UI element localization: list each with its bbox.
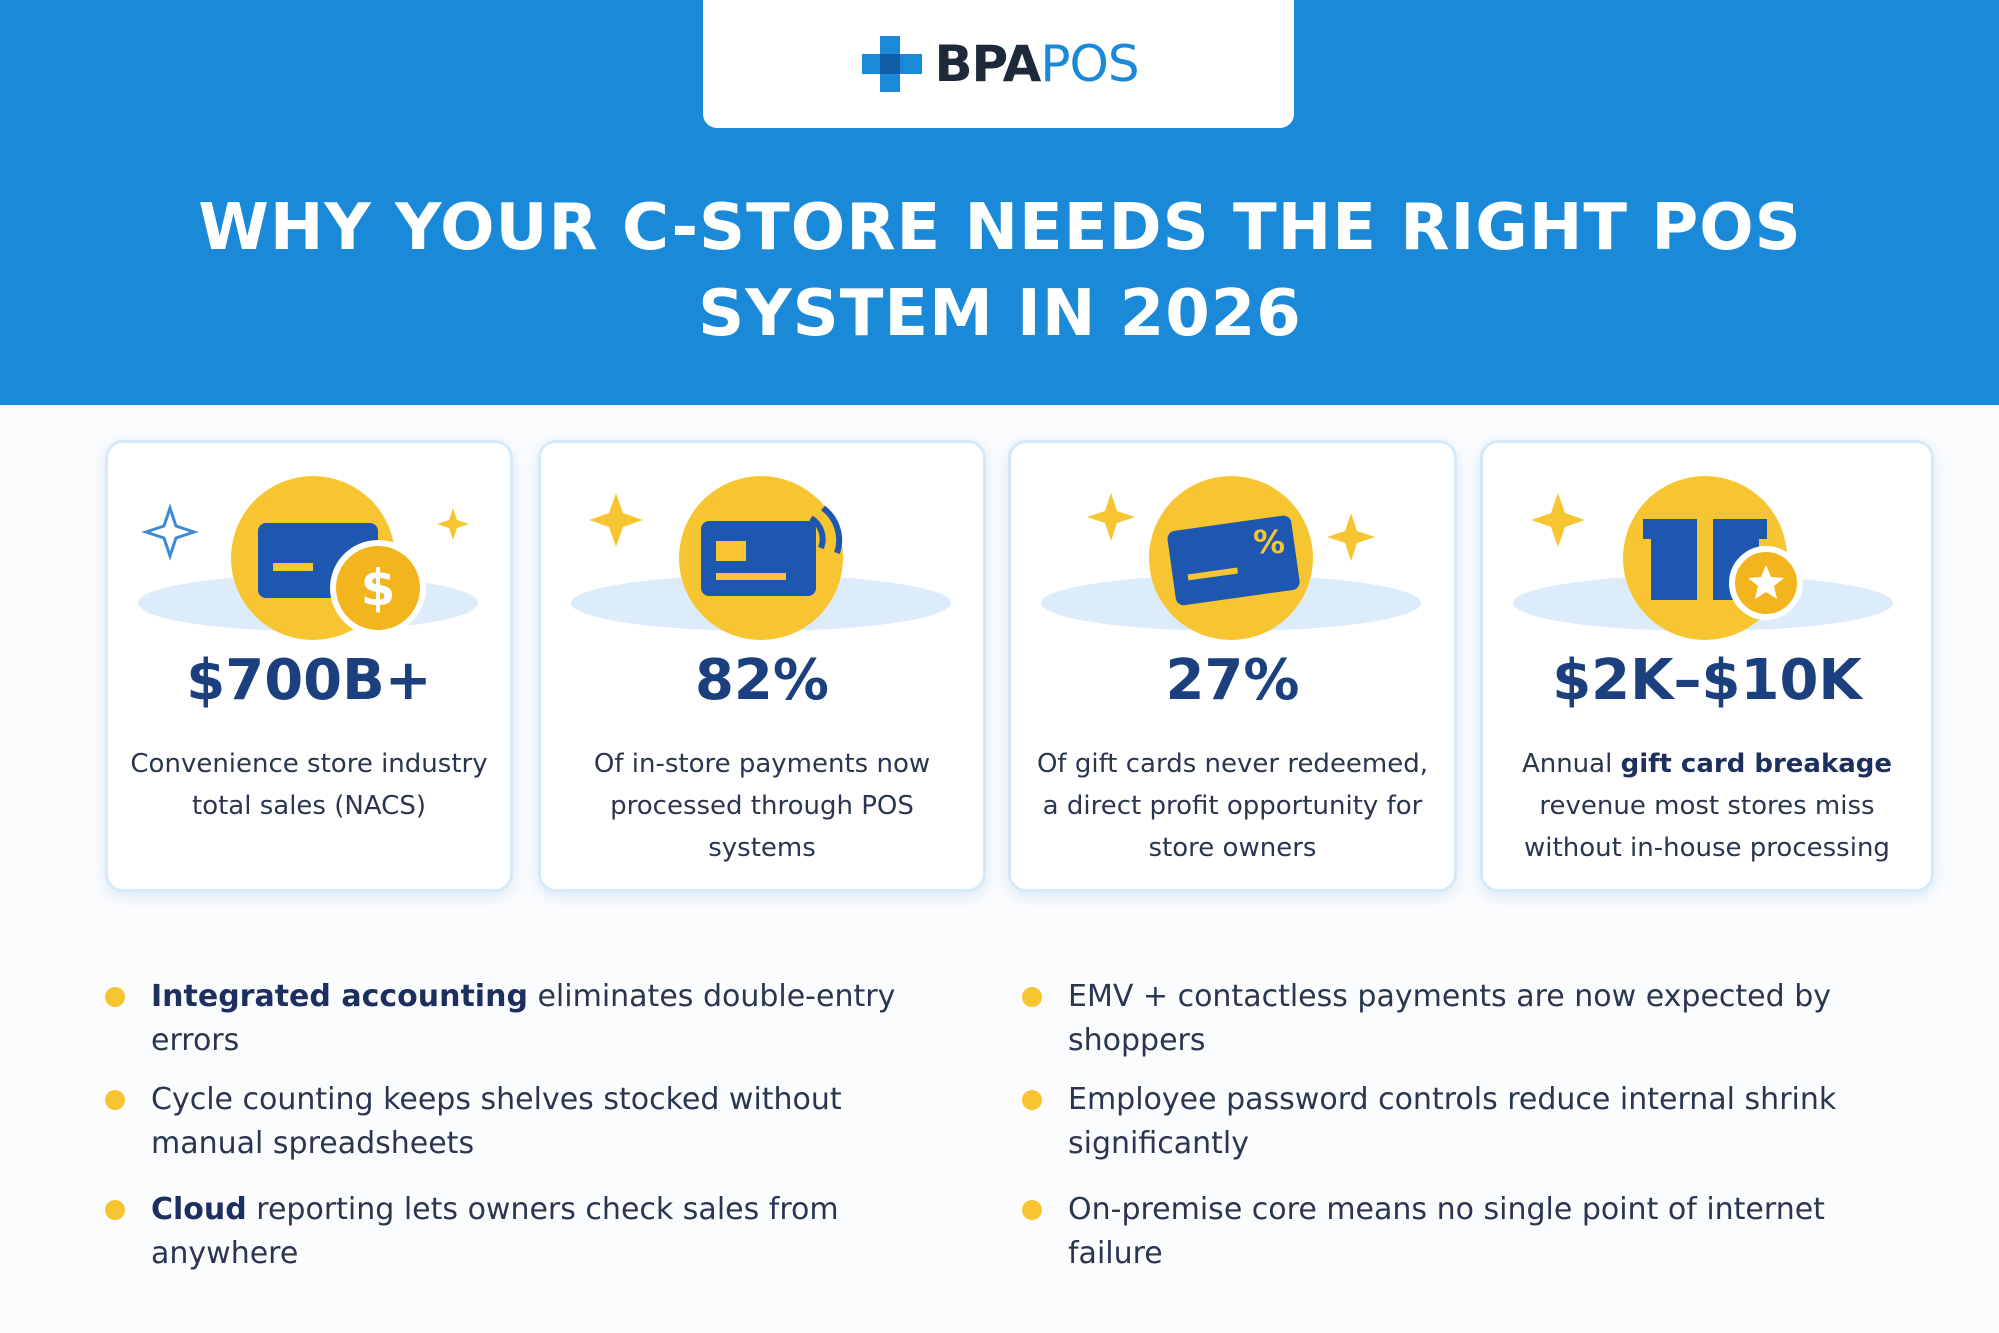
text: Convenience store industry total sales (… <box>130 749 488 821</box>
stat-value: 27% <box>1165 648 1300 713</box>
bullet-dot <box>1022 1200 1042 1220</box>
text: Annual <box>1521 749 1613 779</box>
bullet-dot <box>1022 987 1042 1007</box>
bullet: Employee password controls reduce intern… <box>1022 1078 1852 1166</box>
bullet: On-premise core means no single point of… <box>1022 1188 1852 1276</box>
logo-icon <box>862 36 923 92</box>
bold-text: Integrated accounting <box>151 979 528 1014</box>
stat-value: $700B+ <box>186 648 432 713</box>
bullet: Integrated accounting eliminates double-… <box>105 975 935 1063</box>
stat-description: Of in-store payments now processed throu… <box>559 743 965 869</box>
stat-card: % 27% Of gift cards never redeemed, a di… <box>1008 440 1457 892</box>
icon <box>1513 476 1893 640</box>
text: Of in-store payments now processed throu… <box>593 749 931 863</box>
text: EMV + contactless payments are now expec… <box>1068 979 1831 1058</box>
bullet-dot <box>1022 1090 1042 1110</box>
stat-description: Of gift cards never redeemed, a direct p… <box>1029 743 1436 869</box>
stat-card: $2K–$10K Annual gift card breakage reven… <box>1480 440 1934 892</box>
text: Of gift cards never redeemed, a direct p… <box>1036 749 1429 863</box>
logo-light: POS <box>1040 35 1139 93</box>
text: Employee password controls reduce intern… <box>1068 1082 1837 1161</box>
text: Cycle counting keeps shelves stocked wit… <box>151 1082 842 1161</box>
stat-description: Convenience store industry total sales (… <box>126 743 492 827</box>
bold-text: gift card breakage <box>1620 749 1893 779</box>
stat-value: 82% <box>694 648 830 713</box>
icon: % <box>1041 476 1421 640</box>
stat-card: $ $700B+ Convenience store industry tota… <box>105 440 513 892</box>
stat-description: Annual gift card breakage revenue most s… <box>1501 743 1913 869</box>
text: On-premise core means no single point of… <box>1068 1192 1825 1271</box>
text: eliminates double-entry errors <box>151 979 896 1058</box>
text: revenue most stores miss without in-hous… <box>1524 791 1890 863</box>
logo: BPAPOS <box>703 0 1294 128</box>
icon: $ <box>138 476 478 640</box>
text: reporting lets owners check sales from a… <box>151 1192 839 1271</box>
svg-text:%: % <box>1253 523 1285 561</box>
icon <box>571 476 951 640</box>
stat-value: $2K–$10K <box>1552 648 1862 713</box>
bullet-dot <box>105 1200 125 1220</box>
bullet: EMV + contactless payments are now expec… <box>1022 975 1852 1063</box>
bullet-dot <box>105 1090 125 1110</box>
title: WHY YOUR C-STORE NEEDS THE RIGHT POS SYS… <box>198 191 1802 351</box>
bullet: Cloud reporting lets owners check sales … <box>105 1188 935 1276</box>
svg-text:$: $ <box>361 559 396 617</box>
stat-card: 82% Of in-store payments now processed t… <box>538 440 986 892</box>
bullet-dot <box>105 987 125 1007</box>
bullet: Cycle counting keeps shelves stocked wit… <box>105 1078 935 1166</box>
bold-text: Cloud <box>151 1192 247 1227</box>
logo-bold: BPA <box>934 35 1041 93</box>
